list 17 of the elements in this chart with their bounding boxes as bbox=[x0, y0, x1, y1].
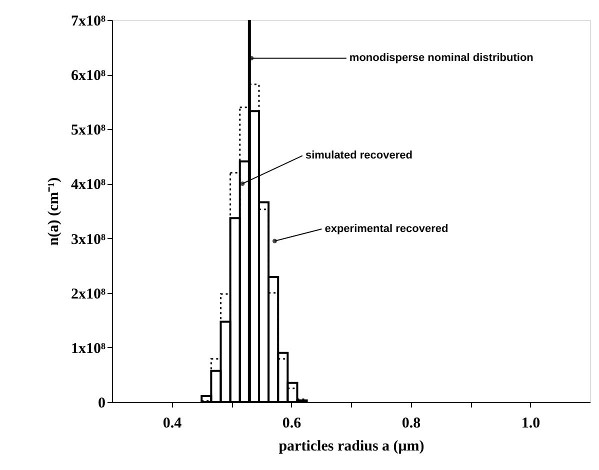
annotation: simulated recovered bbox=[305, 150, 412, 162]
x-tick-label: 0.6 bbox=[282, 416, 302, 432]
x-tick-label: 0.4 bbox=[162, 416, 182, 432]
y-tick-label: 4x10⁸ bbox=[71, 177, 106, 194]
y-tick-label: 3x10⁸ bbox=[71, 232, 106, 248]
x-axis-title: particles radius a (μm) bbox=[278, 438, 424, 454]
y-tick-label: 2x10⁸ bbox=[71, 286, 106, 302]
y-tick-label: 0 bbox=[98, 396, 106, 412]
y-tick-label: 7x10⁸ bbox=[71, 14, 106, 30]
x-tick-label: 1.0 bbox=[521, 416, 540, 432]
y-tick-label: 6x10⁸ bbox=[71, 68, 106, 84]
annotation: monodisperse nominal distribution bbox=[349, 52, 534, 64]
y-tick-label: 5x10⁸ bbox=[71, 122, 106, 139]
y-tick-label: 1x10⁸ bbox=[71, 340, 106, 357]
y-axis-title: n(a) (cm⁻¹) bbox=[46, 177, 62, 246]
x-tick-label: 0.8 bbox=[402, 416, 421, 432]
annotation: experimental recovered bbox=[324, 223, 448, 236]
